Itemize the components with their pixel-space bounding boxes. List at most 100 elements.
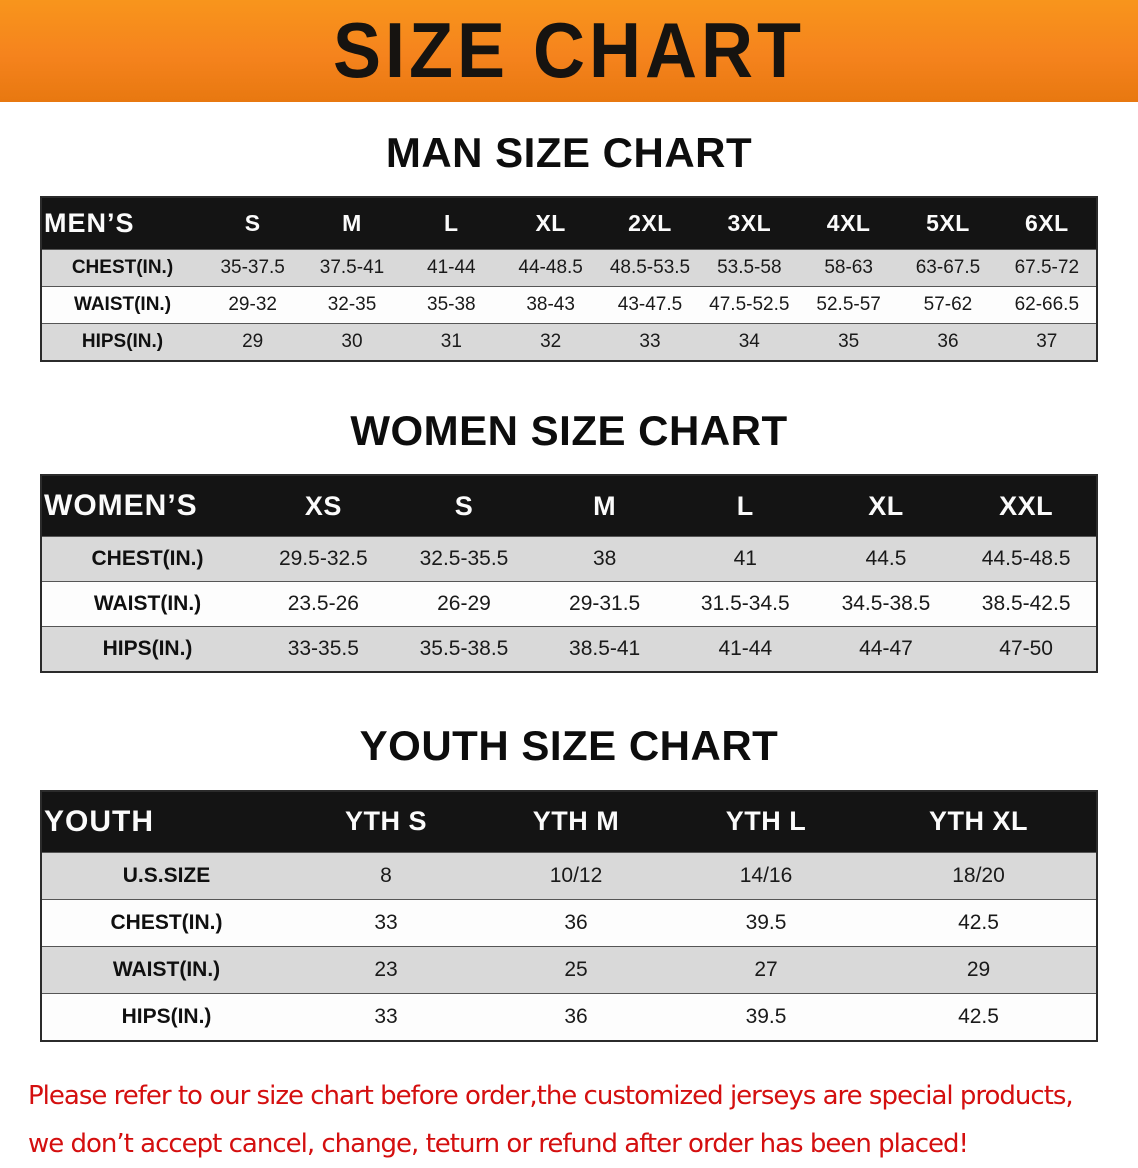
size-value-cell: 32-35 (327, 294, 377, 316)
size-column-header: S (393, 475, 535, 537)
size-value-cell: 34 (738, 331, 760, 353)
size-column-header: M (302, 197, 402, 250)
size-value-cell: 14/16 (739, 863, 793, 887)
row-label-cell: WAIST(IN.) (112, 957, 221, 981)
women-chart-heading: WOMEN SIZE CHART (350, 407, 788, 455)
table-header-row: YOUTH YTH S YTH M YTH L YTH XL (41, 790, 1097, 853)
size-value-cell: 33 (639, 331, 661, 353)
size-column-header: XL (815, 475, 957, 537)
size-value-cell: 29.5-32.5 (278, 547, 368, 571)
size-value-cell: 44-47 (859, 637, 913, 661)
size-value-cell: 41-44 (427, 257, 476, 279)
size-value-cell: 27 (754, 957, 778, 981)
size-value-cell: 57-62 (923, 294, 973, 316)
size-column-header: L (401, 197, 501, 250)
table-row: WAIST(IN.) 29-32 32-35 35-38 38-43 43-47.5 47.… (41, 286, 1097, 324)
size-value-cell: 31.5-34.5 (700, 592, 790, 616)
disclaimer-line-2: we don’t accept cancel, change, teturn o… (28, 1128, 969, 1159)
size-value-cell: 39.5 (745, 910, 787, 934)
size-column-header: 3XL (699, 197, 799, 250)
size-value-cell: 39.5 (745, 1004, 787, 1028)
size-value-cell: 44.5 (865, 547, 907, 571)
row-label-cell: WAIST(IN.) (73, 294, 172, 316)
row-label-cell: WAIST(IN.) (93, 592, 202, 616)
size-value-cell: 25 (564, 957, 588, 981)
row-label-cell: CHEST(IN.) (110, 910, 223, 934)
youth-size-table: YOUTH YTH S YTH M YTH L YTH XL U.S.SIZE 8 10/12… (40, 789, 1098, 1042)
size-value-cell: 33 (374, 1004, 398, 1028)
size-column-header: 6XL (997, 197, 1097, 250)
size-column-header: YTH M (481, 790, 671, 853)
size-column-header: M (534, 475, 675, 537)
size-value-cell: 63-67.5 (915, 257, 981, 279)
women-size-section: WOMEN SIZE CHART WOMEN’S XS S M L XL XXL CHEST(… (0, 362, 1138, 674)
size-value-cell: 48.5-53.5 (609, 257, 691, 279)
size-value-cell: 35-38 (427, 294, 476, 316)
size-value-cell: 58-63 (824, 257, 873, 279)
size-value-cell: 38 (592, 547, 617, 571)
size-value-cell: 67.5-72 (1014, 257, 1080, 279)
size-column-header: XL (500, 197, 601, 250)
size-value-cell: 37.5-41 (319, 257, 385, 279)
size-value-cell: 30 (341, 331, 363, 353)
table-header-row: WOMEN’S XS S M L XL XXL (41, 475, 1097, 537)
size-value-cell: 44.5-48.5 (981, 547, 1071, 571)
men-size-section: MAN SIZE CHART MEN’S S M L XL 2XL 3XL 4XL 5XL 6XL… (0, 102, 1138, 363)
row-label-cell: CHEST(IN.) (91, 547, 204, 571)
size-value-cell: 31 (440, 331, 462, 353)
size-value-cell: 42.5 (958, 910, 999, 934)
table-title-cell: WOMEN’S (41, 475, 253, 537)
row-label-cell: HIPS(IN.) (102, 637, 193, 661)
table-row: U.S.SIZE 8 10/12 14/16 18/20 (41, 852, 1097, 900)
size-value-cell: 47.5-52.5 (709, 294, 790, 316)
size-column-header: L (674, 475, 816, 537)
table-row: CHEST(IN.) 35-37.5 37.5-41 41-44 44-48.5 48.5… (41, 249, 1097, 287)
table-row: WAIST(IN.) 23.5-26 26-29 29-31.5 31.5-34.5 34… (41, 581, 1097, 627)
size-column-header: YTH XL (861, 790, 1097, 853)
table-header-row: MEN’S S M L XL 2XL 3XL 4XL 5XL 6XL (41, 197, 1097, 250)
size-value-cell: 29 (242, 331, 264, 353)
men-chart-heading: MAN SIZE CHART (385, 129, 753, 176)
table-row: HIPS(IN.) 29 30 31 32 33 34 35 36 37 (41, 323, 1097, 362)
size-value-cell: 33-35.5 (287, 637, 359, 661)
size-value-cell: 35-37.5 (220, 257, 285, 279)
table-row: HIPS(IN.) 33-35.5 35.5-38.5 38.5-41 41-44 44-… (41, 626, 1097, 673)
size-value-cell: 26-29 (437, 592, 491, 616)
size-column-header: 4XL (798, 197, 899, 250)
size-value-cell: 38.5-42.5 (981, 592, 1071, 616)
disclaimer-line-1: Please refer to our size chart before or… (28, 1080, 1074, 1111)
size-value-cell: 42.5 (958, 1004, 999, 1028)
women-size-table: WOMEN’S XS S M L XL XXL CHEST(IN.) 29.5-32.5 32.5… (40, 474, 1098, 674)
size-value-cell: 38.5-41 (569, 637, 641, 661)
size-value-cell: 35 (838, 331, 860, 353)
men-size-table: MEN’S S M L XL 2XL 3XL 4XL 5XL 6XL CHEST(IN.) 35-37… (40, 196, 1098, 363)
size-value-cell: 37 (1036, 331, 1058, 353)
size-column-header: S (203, 197, 303, 250)
table-row: WAIST(IN.) 23 25 27 29 (41, 946, 1097, 994)
size-column-header: XXL (956, 475, 1097, 537)
size-value-cell: 38-43 (526, 294, 575, 316)
size-value-cell: 10/12 (549, 863, 603, 887)
size-value-cell: 29-31.5 (569, 592, 641, 616)
row-label-cell: U.S.SIZE (122, 863, 211, 887)
row-label-cell: CHEST(IN.) (71, 257, 174, 279)
table-row: HIPS(IN.) 33 36 39.5 42.5 (41, 993, 1097, 1041)
size-value-cell: 43-47.5 (617, 294, 683, 316)
row-label-cell: HIPS(IN.) (81, 331, 164, 353)
size-value-cell: 36 (564, 1004, 588, 1028)
size-value-cell: 23.5-26 (287, 592, 359, 616)
size-value-cell: 47-50 (999, 637, 1053, 661)
size-value-cell: 36 (564, 910, 588, 934)
size-value-cell: 35.5-38.5 (419, 637, 509, 661)
table-row: CHEST(IN.) 33 36 39.5 42.5 (41, 899, 1097, 947)
size-column-header: YTH S (291, 790, 481, 853)
size-chart-banner: SIZE CHART (0, 0, 1138, 102)
size-value-cell: 41-44 (718, 637, 773, 661)
size-value-cell: 29 (966, 957, 991, 981)
page-title: SIZE CHART (333, 7, 805, 95)
size-value-cell: 23 (374, 957, 398, 981)
youth-size-section: YOUTH SIZE CHART YOUTH YTH S YTH M YTH L YTH… (0, 673, 1138, 1042)
size-value-cell: 41 (733, 547, 757, 571)
youth-chart-heading: YOUTH SIZE CHART (359, 722, 779, 770)
row-label-cell: HIPS(IN.) (121, 1004, 212, 1028)
